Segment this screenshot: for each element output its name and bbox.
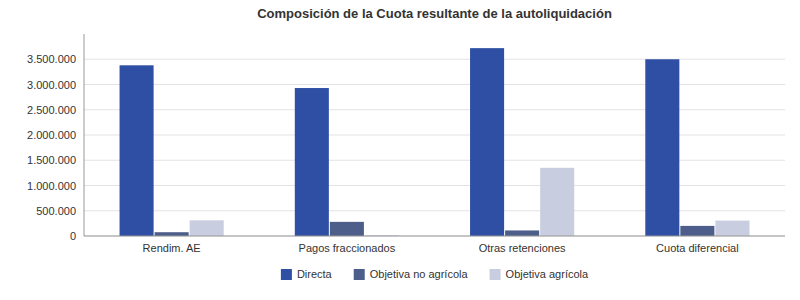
grid-line	[84, 109, 785, 110]
y-grid: 0 500.000 1.000.000 1.500.000 2.000.000 2.500…	[27, 53, 785, 242]
y-tick-label: 1.000.000	[27, 180, 76, 192]
legend-item: Objetiva no agrícola	[354, 268, 469, 280]
y-tick-label: 0	[70, 230, 76, 242]
y-tick-label: 3.500.000	[27, 53, 76, 65]
bar	[540, 168, 574, 236]
grid-line	[84, 236, 785, 237]
legend-swatch	[354, 269, 365, 280]
chart-title: Composición de la Cuota resultante de la…	[257, 6, 612, 21]
legend-item: Directa	[281, 268, 333, 280]
grid-line	[84, 59, 785, 60]
grid-line	[84, 135, 785, 136]
bar	[330, 222, 364, 236]
y-axis-line	[84, 34, 85, 236]
grid-line	[84, 185, 785, 186]
x-tick-label: Rendim. AE	[143, 242, 201, 254]
bar	[715, 221, 749, 236]
legend-swatch	[281, 269, 292, 280]
bar	[645, 59, 679, 236]
grid-line	[84, 84, 785, 85]
legend-swatch	[490, 269, 501, 280]
bar	[505, 230, 539, 236]
grid-line	[84, 210, 785, 211]
legend-label: Directa	[297, 268, 333, 280]
y-tick-label: 2.000.000	[27, 129, 76, 141]
y-tick-label: 3.000.000	[27, 79, 76, 91]
y-tick-label: 2.500.000	[27, 104, 76, 116]
x-tick-label: Cuota diferencial	[656, 242, 739, 254]
bars	[120, 48, 750, 236]
y-tick-label: 500.000	[36, 205, 76, 217]
y-tick-label: 1.500.000	[27, 154, 76, 166]
x-axis-line	[84, 236, 785, 237]
chart-svg: Composición de la Cuota resultante de la…	[0, 0, 800, 300]
bar	[155, 232, 189, 236]
bar	[120, 65, 154, 236]
chart-container: Composición de la Cuota resultante de la…	[0, 0, 800, 300]
x-tick-label: Pagos fraccionados	[299, 242, 396, 254]
grid-line	[84, 160, 785, 161]
bar	[470, 48, 504, 236]
legend-item: Objetiva agrícola	[490, 268, 589, 280]
bar	[680, 226, 714, 236]
legend-label: Objetiva agrícola	[506, 268, 589, 280]
legend-label: Objetiva no agrícola	[370, 268, 469, 280]
legend: Directa Objetiva no agrícola Objetiva agrí…	[281, 268, 589, 280]
x-tick-label: Otras retenciones	[479, 242, 566, 254]
bar	[190, 220, 224, 236]
bar	[295, 88, 329, 236]
